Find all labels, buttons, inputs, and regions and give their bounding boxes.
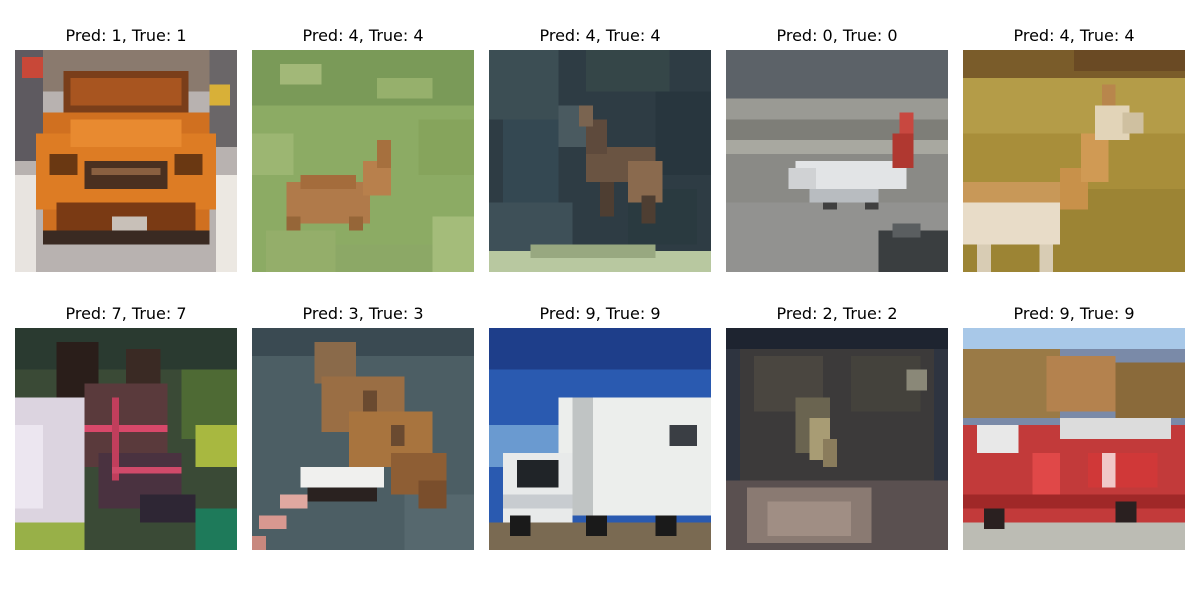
cat-image	[252, 328, 474, 550]
panel-7: Pred: 3, True: 3	[252, 304, 474, 550]
panel-4: Pred: 0, True: 0	[726, 26, 948, 272]
bird-image	[726, 328, 948, 550]
panel-8: Pred: 9, True: 9	[489, 304, 711, 550]
panel-10: Pred: 9, True: 9	[963, 304, 1185, 550]
panel-caption: Pred: 1, True: 1	[65, 26, 187, 45]
panel-caption: Pred: 9, True: 9	[1013, 304, 1135, 323]
car-image	[15, 50, 237, 272]
truck-image	[489, 328, 711, 550]
airplane-image	[726, 50, 948, 272]
panel-1: Pred: 1, True: 1	[15, 26, 237, 272]
deer-savanna-image	[963, 50, 1185, 272]
panel-3: Pred: 4, True: 4	[489, 26, 711, 272]
panel-caption: Pred: 3, True: 3	[302, 304, 424, 323]
panel-caption: Pred: 9, True: 9	[539, 304, 661, 323]
deer-in-forest-image	[489, 50, 711, 272]
panel-caption: Pred: 4, True: 4	[539, 26, 661, 45]
panel-6: Pred: 7, True: 7	[15, 304, 237, 550]
panel-5: Pred: 4, True: 4	[963, 26, 1185, 272]
panel-caption: Pred: 0, True: 0	[776, 26, 898, 45]
panel-caption: Pred: 4, True: 4	[302, 26, 424, 45]
panel-caption: Pred: 7, True: 7	[65, 304, 187, 323]
horse-image	[15, 328, 237, 550]
panel-2: Pred: 4, True: 4	[252, 26, 474, 272]
deer-in-grass-image	[252, 50, 474, 272]
panel-caption: Pred: 2, True: 2	[776, 304, 898, 323]
panel-caption: Pred: 4, True: 4	[1013, 26, 1135, 45]
fire-truck-image	[963, 328, 1185, 550]
panel-9: Pred: 2, True: 2	[726, 304, 948, 550]
